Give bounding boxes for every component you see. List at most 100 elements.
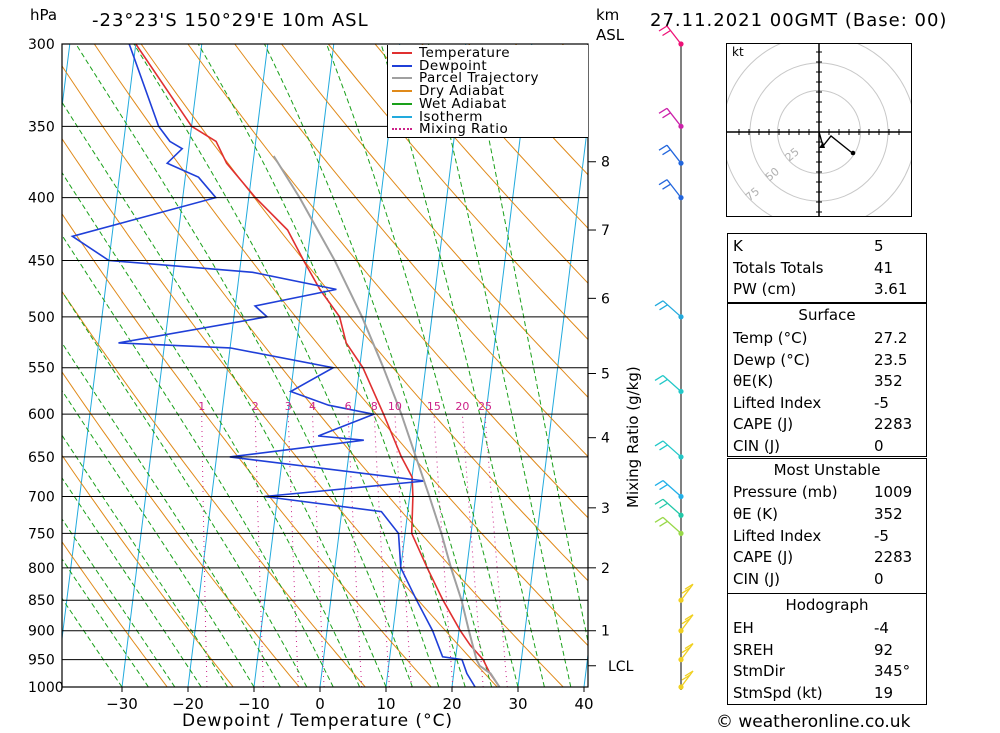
index-label: K: [733, 237, 743, 255]
legend-swatch: [392, 102, 412, 105]
index-row: SREH 92: [728, 640, 926, 662]
index-value: 0: [874, 570, 884, 589]
dry-adiabat-line: [62, 540, 168, 687]
index-label: Pressure (mb): [733, 483, 838, 501]
mixing-ratio-label: 2: [252, 400, 259, 413]
wet-adiabat-line: [62, 234, 334, 687]
legend-swatch: [392, 90, 412, 93]
wet-adiabat-line: [133, 44, 440, 687]
index-row: Temp (°C) 27.2: [728, 328, 926, 350]
index-value: 92: [874, 640, 894, 659]
wind-barb: [658, 144, 684, 166]
index-value: -5: [874, 393, 889, 412]
indices-hodograph-box: Hodograph EH -4 SREH 92 StmDir 345° StmSpd (kt)…: [727, 593, 927, 705]
index-value: 3.61: [874, 280, 908, 298]
x-tick-label: 10: [376, 695, 395, 713]
wind-barb: [654, 516, 684, 536]
wind-barb-feather: [681, 618, 691, 625]
pressure-tick-label: 700: [28, 490, 55, 506]
index-row: StmDir 345°: [728, 661, 926, 683]
dry-adiabat-line: [234, 44, 588, 458]
legend-label: Wet Adiabat: [419, 95, 507, 112]
wind-barb-feather: [654, 300, 664, 307]
wind-barb-feather: [684, 643, 694, 650]
wind-barb-staff: [680, 614, 694, 632]
wind-barb-staff: [662, 374, 682, 392]
wind-barb-feather: [654, 516, 664, 523]
index-value: 0: [874, 436, 884, 455]
pressure-tick-label: 300: [28, 37, 55, 53]
legend-item: Dewpoint: [392, 58, 586, 74]
pressure-tick-label: 550: [28, 361, 55, 377]
mixing-ratio-axis-title: Mixing Ratio (g/kg): [624, 366, 642, 508]
wind-barb-feather: [681, 647, 691, 654]
wind-barb-staff: [666, 25, 682, 45]
index-row: θE(K) 352: [728, 371, 926, 393]
legend-item: Temperature: [392, 45, 586, 61]
wind-barb-staff: [662, 498, 682, 516]
legend-swatch: [392, 115, 412, 118]
mixing-ratio-line: [287, 414, 299, 687]
dry-adiabat-line: [62, 137, 498, 687]
pressure-tick-label: 500: [28, 310, 55, 326]
km-tick-label: 7: [601, 223, 610, 239]
pressure-tick-label: 800: [28, 561, 55, 577]
wind-barb-feather: [681, 587, 691, 594]
indices-most-unstable-box: Most Unstable Pressure (mb) 1009 θE (K) 352 L…: [727, 458, 927, 594]
legend-swatch: [392, 77, 412, 80]
wet-adiabat-line: [62, 518, 176, 687]
wind-barb-feather: [662, 29, 671, 37]
km-tick-label: 6: [601, 291, 610, 307]
wind-barb-feather: [659, 502, 668, 509]
mixing-ratio-label: 4: [309, 400, 316, 413]
wind-barb: [658, 107, 684, 129]
wind-barb-feather: [662, 149, 671, 156]
isotherm-line: [319, 44, 401, 687]
pressure-tick-label: 400: [28, 191, 55, 207]
index-value: -5: [874, 526, 889, 545]
wind-barb: [654, 498, 684, 518]
hodograph-unit: kt: [732, 45, 744, 59]
wet-adiabat-line: [62, 342, 281, 687]
wind-barb-feather: [662, 183, 671, 190]
wet-adiabat-line: [469, 44, 588, 645]
dewpoint-series-line: [70, 44, 476, 687]
wind-barb-staff: [662, 480, 682, 497]
isotherm-line: [62, 44, 137, 643]
index-value: 27.2: [874, 329, 908, 347]
indices-top-box: K 5 Totals Totals 41 PW (cm) 3.61: [727, 233, 927, 303]
index-label: Temp (°C): [733, 329, 808, 347]
wet-adiabat-line: [428, 44, 572, 687]
wind-barb-staff: [666, 179, 682, 199]
x-axis-title: Dewpoint / Temperature (°C): [182, 711, 454, 731]
index-row: CAPE (J) 2283: [728, 414, 926, 436]
mixing-ratio-line: [312, 414, 325, 687]
wet-adiabat-line: [264, 44, 493, 687]
wind-barb: [678, 583, 694, 603]
km-tick-label: 4: [601, 431, 610, 447]
km-tick-label: 3: [601, 501, 610, 517]
dry-adiabat-line: [281, 44, 588, 398]
wind-barb-feather: [684, 670, 694, 677]
mixing-ratio-label: 10: [388, 400, 402, 413]
wind-barb-staff: [666, 107, 682, 127]
km-tick-label: 1: [601, 624, 610, 640]
index-row: Lifted Index -5: [728, 526, 926, 548]
pressure-tick-label: 1000: [28, 680, 64, 696]
index-value: 352: [874, 504, 903, 523]
mixing-ratio-labels: 1 2 3 4 6 8 10 15 20 25: [198, 400, 492, 413]
index-row: CIN (J) 0: [728, 436, 926, 458]
hodograph-ring-label: 25: [783, 145, 802, 164]
index-value: 352: [874, 372, 903, 390]
chart-legend: Temperature Dewpoint Parcel Trajectory Dry …: [387, 45, 588, 138]
legend-item: Wet Adiabat: [392, 95, 586, 112]
km-tick-label: 8: [601, 155, 610, 171]
x-tick-label: 30: [508, 695, 527, 713]
index-row: Pressure (mb) 1009: [728, 482, 926, 504]
pressure-tick-label: 850: [28, 593, 55, 609]
wind-barb-feather: [681, 674, 691, 681]
index-section-title: Most Unstable: [773, 461, 881, 479]
index-row: CAPE (J) 2283: [728, 547, 926, 569]
isotherm-line: [253, 44, 335, 687]
